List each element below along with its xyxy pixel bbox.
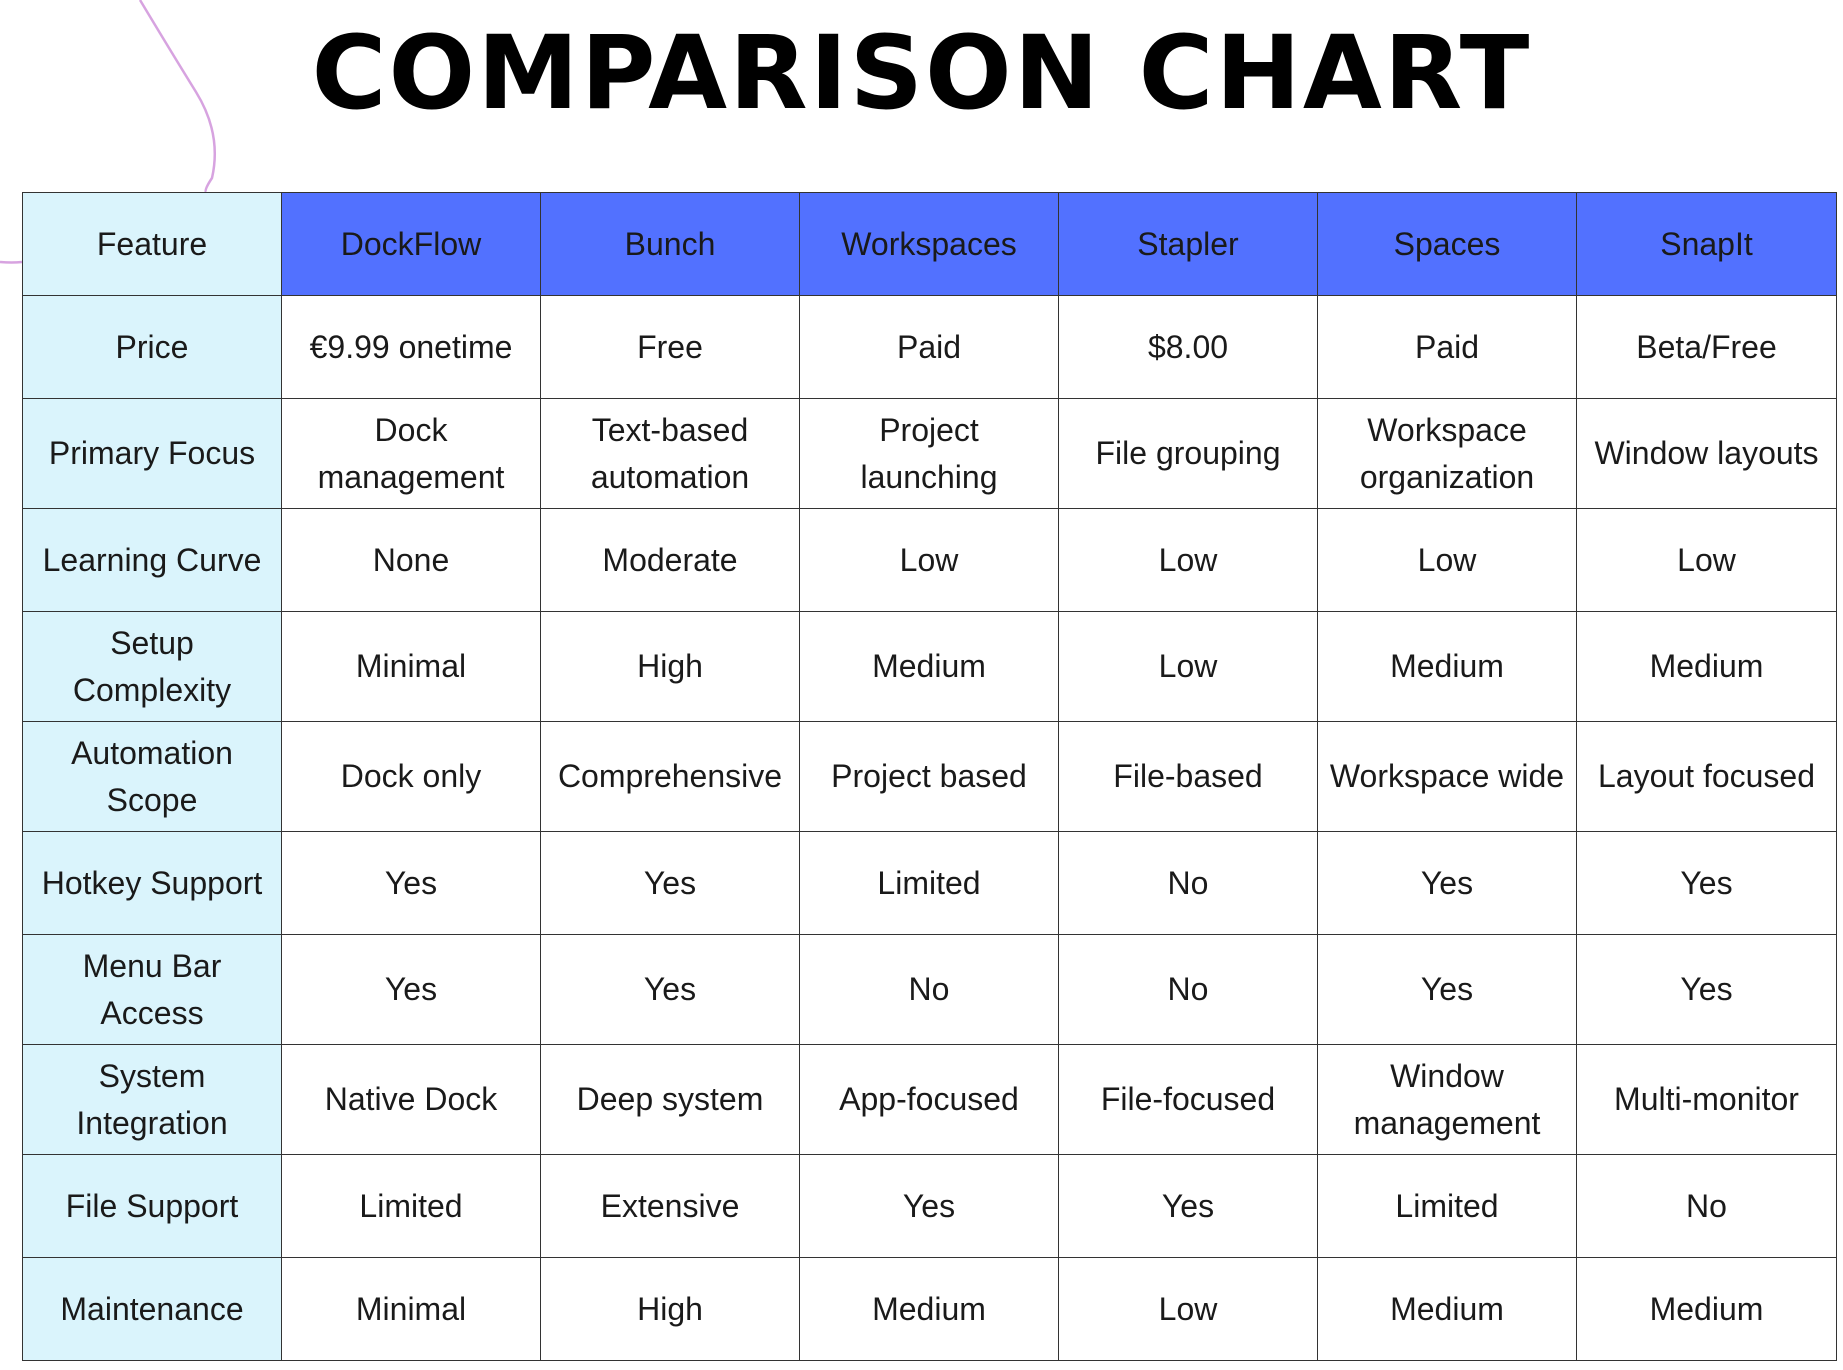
table-row: System Integration Native Dock Deep syst… xyxy=(22,1044,1837,1155)
table-row: Menu Bar Access Yes Yes No No Yes Yes xyxy=(22,934,1837,1045)
table-cell: File grouping xyxy=(1058,398,1318,509)
table-cell: Project based xyxy=(799,721,1059,832)
table-cell: Low xyxy=(1058,611,1318,722)
column-header-bunch: Bunch xyxy=(540,192,800,296)
feature-label: Menu Bar Access xyxy=(22,934,282,1045)
table-cell: Beta/Free xyxy=(1576,295,1837,399)
feature-label: Setup Complexity xyxy=(22,611,282,722)
feature-label: File Support xyxy=(22,1154,282,1258)
column-header-dockflow: DockFlow xyxy=(281,192,541,296)
table-cell: Extensive xyxy=(540,1154,800,1258)
table-cell: Yes xyxy=(281,831,541,935)
table-cell: Workspace wide xyxy=(1317,721,1577,832)
table-cell: No xyxy=(1058,831,1318,935)
table-cell: Yes xyxy=(799,1154,1059,1258)
table-cell: €9.99 onetime xyxy=(281,295,541,399)
table-cell: Limited xyxy=(799,831,1059,935)
column-header-spaces: Spaces xyxy=(1317,192,1577,296)
table-cell: Minimal xyxy=(281,611,541,722)
table-cell: Limited xyxy=(281,1154,541,1258)
feature-label: Hotkey Support xyxy=(22,831,282,935)
table-cell: Multi-monitor xyxy=(1576,1044,1837,1155)
table-row: Hotkey Support Yes Yes Limited No Yes Ye… xyxy=(22,831,1837,935)
table-cell: Low xyxy=(1576,508,1837,612)
table-cell: High xyxy=(540,611,800,722)
table-cell: Medium xyxy=(1576,611,1837,722)
table-cell: Deep system xyxy=(540,1044,800,1155)
table-cell: App-focused xyxy=(799,1044,1059,1155)
table-cell: Dock only xyxy=(281,721,541,832)
feature-label: Automation Scope xyxy=(22,721,282,832)
comparison-table: Feature DockFlow Bunch Workspaces Staple… xyxy=(22,192,1837,1361)
table-cell: Yes xyxy=(281,934,541,1045)
table-cell: Yes xyxy=(1576,934,1837,1045)
table-row: Price €9.99 onetime Free Paid $8.00 Paid… xyxy=(22,295,1837,399)
table-row: Automation Scope Dock only Comprehensive… xyxy=(22,721,1837,832)
table-cell: Native Dock xyxy=(281,1044,541,1155)
table-cell: Project launching xyxy=(799,398,1059,509)
table-row: Primary Focus Dock management Text-based… xyxy=(22,398,1837,509)
feature-label: System Integration xyxy=(22,1044,282,1155)
table-cell: High xyxy=(540,1257,800,1361)
table-row: Maintenance Minimal High Medium Low Medi… xyxy=(22,1257,1837,1361)
table-cell: Paid xyxy=(1317,295,1577,399)
table-cell: No xyxy=(799,934,1059,1045)
feature-label: Primary Focus xyxy=(22,398,282,509)
table-cell: File-based xyxy=(1058,721,1318,832)
feature-label: Learning Curve xyxy=(22,508,282,612)
table-cell: Workspace organization xyxy=(1317,398,1577,509)
table-cell: Medium xyxy=(1576,1257,1837,1361)
table-cell: Yes xyxy=(1317,831,1577,935)
table-cell: Paid xyxy=(799,295,1059,399)
table-row: File Support Limited Extensive Yes Yes L… xyxy=(22,1154,1837,1258)
column-header-workspaces: Workspaces xyxy=(799,192,1059,296)
table-cell: Text-based automation xyxy=(540,398,800,509)
table-cell: No xyxy=(1058,934,1318,1045)
table-cell: Low xyxy=(799,508,1059,612)
feature-label: Price xyxy=(22,295,282,399)
table-cell: Yes xyxy=(540,934,800,1045)
table-row: Learning Curve None Moderate Low Low Low… xyxy=(22,508,1837,612)
table-cell: No xyxy=(1576,1154,1837,1258)
table-cell: Comprehensive xyxy=(540,721,800,832)
table-cell: Yes xyxy=(1576,831,1837,935)
column-header-stapler: Stapler xyxy=(1058,192,1318,296)
table-cell: Medium xyxy=(1317,1257,1577,1361)
table-cell: Yes xyxy=(1058,1154,1318,1258)
feature-label: Maintenance xyxy=(22,1257,282,1361)
table-cell: Limited xyxy=(1317,1154,1577,1258)
table-cell: Moderate xyxy=(540,508,800,612)
table-cell: Yes xyxy=(1317,934,1577,1045)
table-cell: $8.00 xyxy=(1058,295,1318,399)
table-cell: Medium xyxy=(799,611,1059,722)
table-cell: Low xyxy=(1317,508,1577,612)
table-cell: Medium xyxy=(1317,611,1577,722)
table-cell: Layout focused xyxy=(1576,721,1837,832)
table-cell: Low xyxy=(1058,508,1318,612)
column-header-feature: Feature xyxy=(22,192,282,296)
table-cell: Dock management xyxy=(281,398,541,509)
column-header-snapit: SnapIt xyxy=(1576,192,1837,296)
table-cell: Free xyxy=(540,295,800,399)
table-cell: Window management xyxy=(1317,1044,1577,1155)
table-cell: Window layouts xyxy=(1576,398,1837,509)
table-cell: File-focused xyxy=(1058,1044,1318,1155)
table-cell: None xyxy=(281,508,541,612)
table-row: Setup Complexity Minimal High Medium Low… xyxy=(22,611,1837,722)
table-cell: Low xyxy=(1058,1257,1318,1361)
page-title: COMPARISON CHART xyxy=(311,14,1532,133)
table-cell: Medium xyxy=(799,1257,1059,1361)
table-cell: Yes xyxy=(540,831,800,935)
table-cell: Minimal xyxy=(281,1257,541,1361)
table-header-row: Feature DockFlow Bunch Workspaces Staple… xyxy=(22,192,1837,296)
